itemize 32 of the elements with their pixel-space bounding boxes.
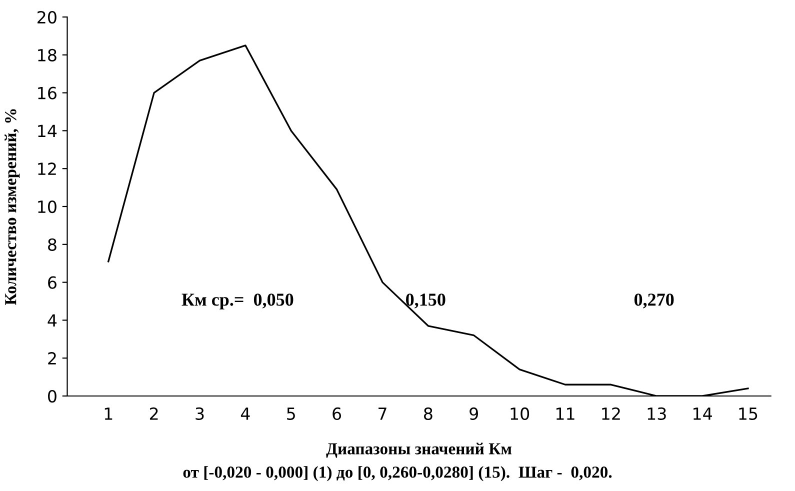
y-tick-label: 0 <box>48 390 56 403</box>
x-tick-label: 6 <box>332 407 342 420</box>
y-tick-label: 6 <box>48 276 56 289</box>
x-tick-label: 5 <box>287 408 295 420</box>
y-tick-label: 12 <box>38 162 56 175</box>
y-tick-label: 16 <box>38 86 56 100</box>
x-tick-label: 7 <box>378 408 386 420</box>
x-tick-label: 15 <box>739 408 758 420</box>
x-tick-label: 13 <box>648 407 666 420</box>
x-tick-label: 12 <box>602 407 620 420</box>
x-tick-label: 11 <box>556 408 574 420</box>
annotation: Км ср.= 0,050 <box>182 294 294 310</box>
y-axis-title: Количество измерений, % <box>4 109 20 306</box>
x-tick-label: 8 <box>424 407 432 420</box>
y-tick-label: 2 <box>48 352 56 364</box>
x-tick-label: 4 <box>240 408 250 420</box>
text: от [-0,020 - 0,000] (1) до [0, 0,260-0,0280] (15). Шаг - 0,020. <box>183 466 612 482</box>
y-tick-label: 10 <box>38 200 56 214</box>
x-axis-title: Диапазоны значений Км <box>326 442 512 458</box>
y-tick-label: 18 <box>38 48 56 62</box>
y-tick-label: 4 <box>48 314 57 327</box>
x-tick-label: 3 <box>196 407 204 420</box>
annotation: 0,270 <box>634 294 674 308</box>
y-tick-label: 20 <box>38 10 56 24</box>
x-tick-label: 2 <box>150 407 158 420</box>
y-tick-label: 8 <box>48 238 56 251</box>
x-tick-label: 10 <box>510 407 530 420</box>
annotation: 0,150 <box>406 294 446 308</box>
x-tick-label: 9 <box>470 407 478 420</box>
y-tick-label: 14 <box>38 124 57 138</box>
x-tick-label: 1 <box>104 408 112 420</box>
x-tick-label: 14 <box>694 408 712 420</box>
